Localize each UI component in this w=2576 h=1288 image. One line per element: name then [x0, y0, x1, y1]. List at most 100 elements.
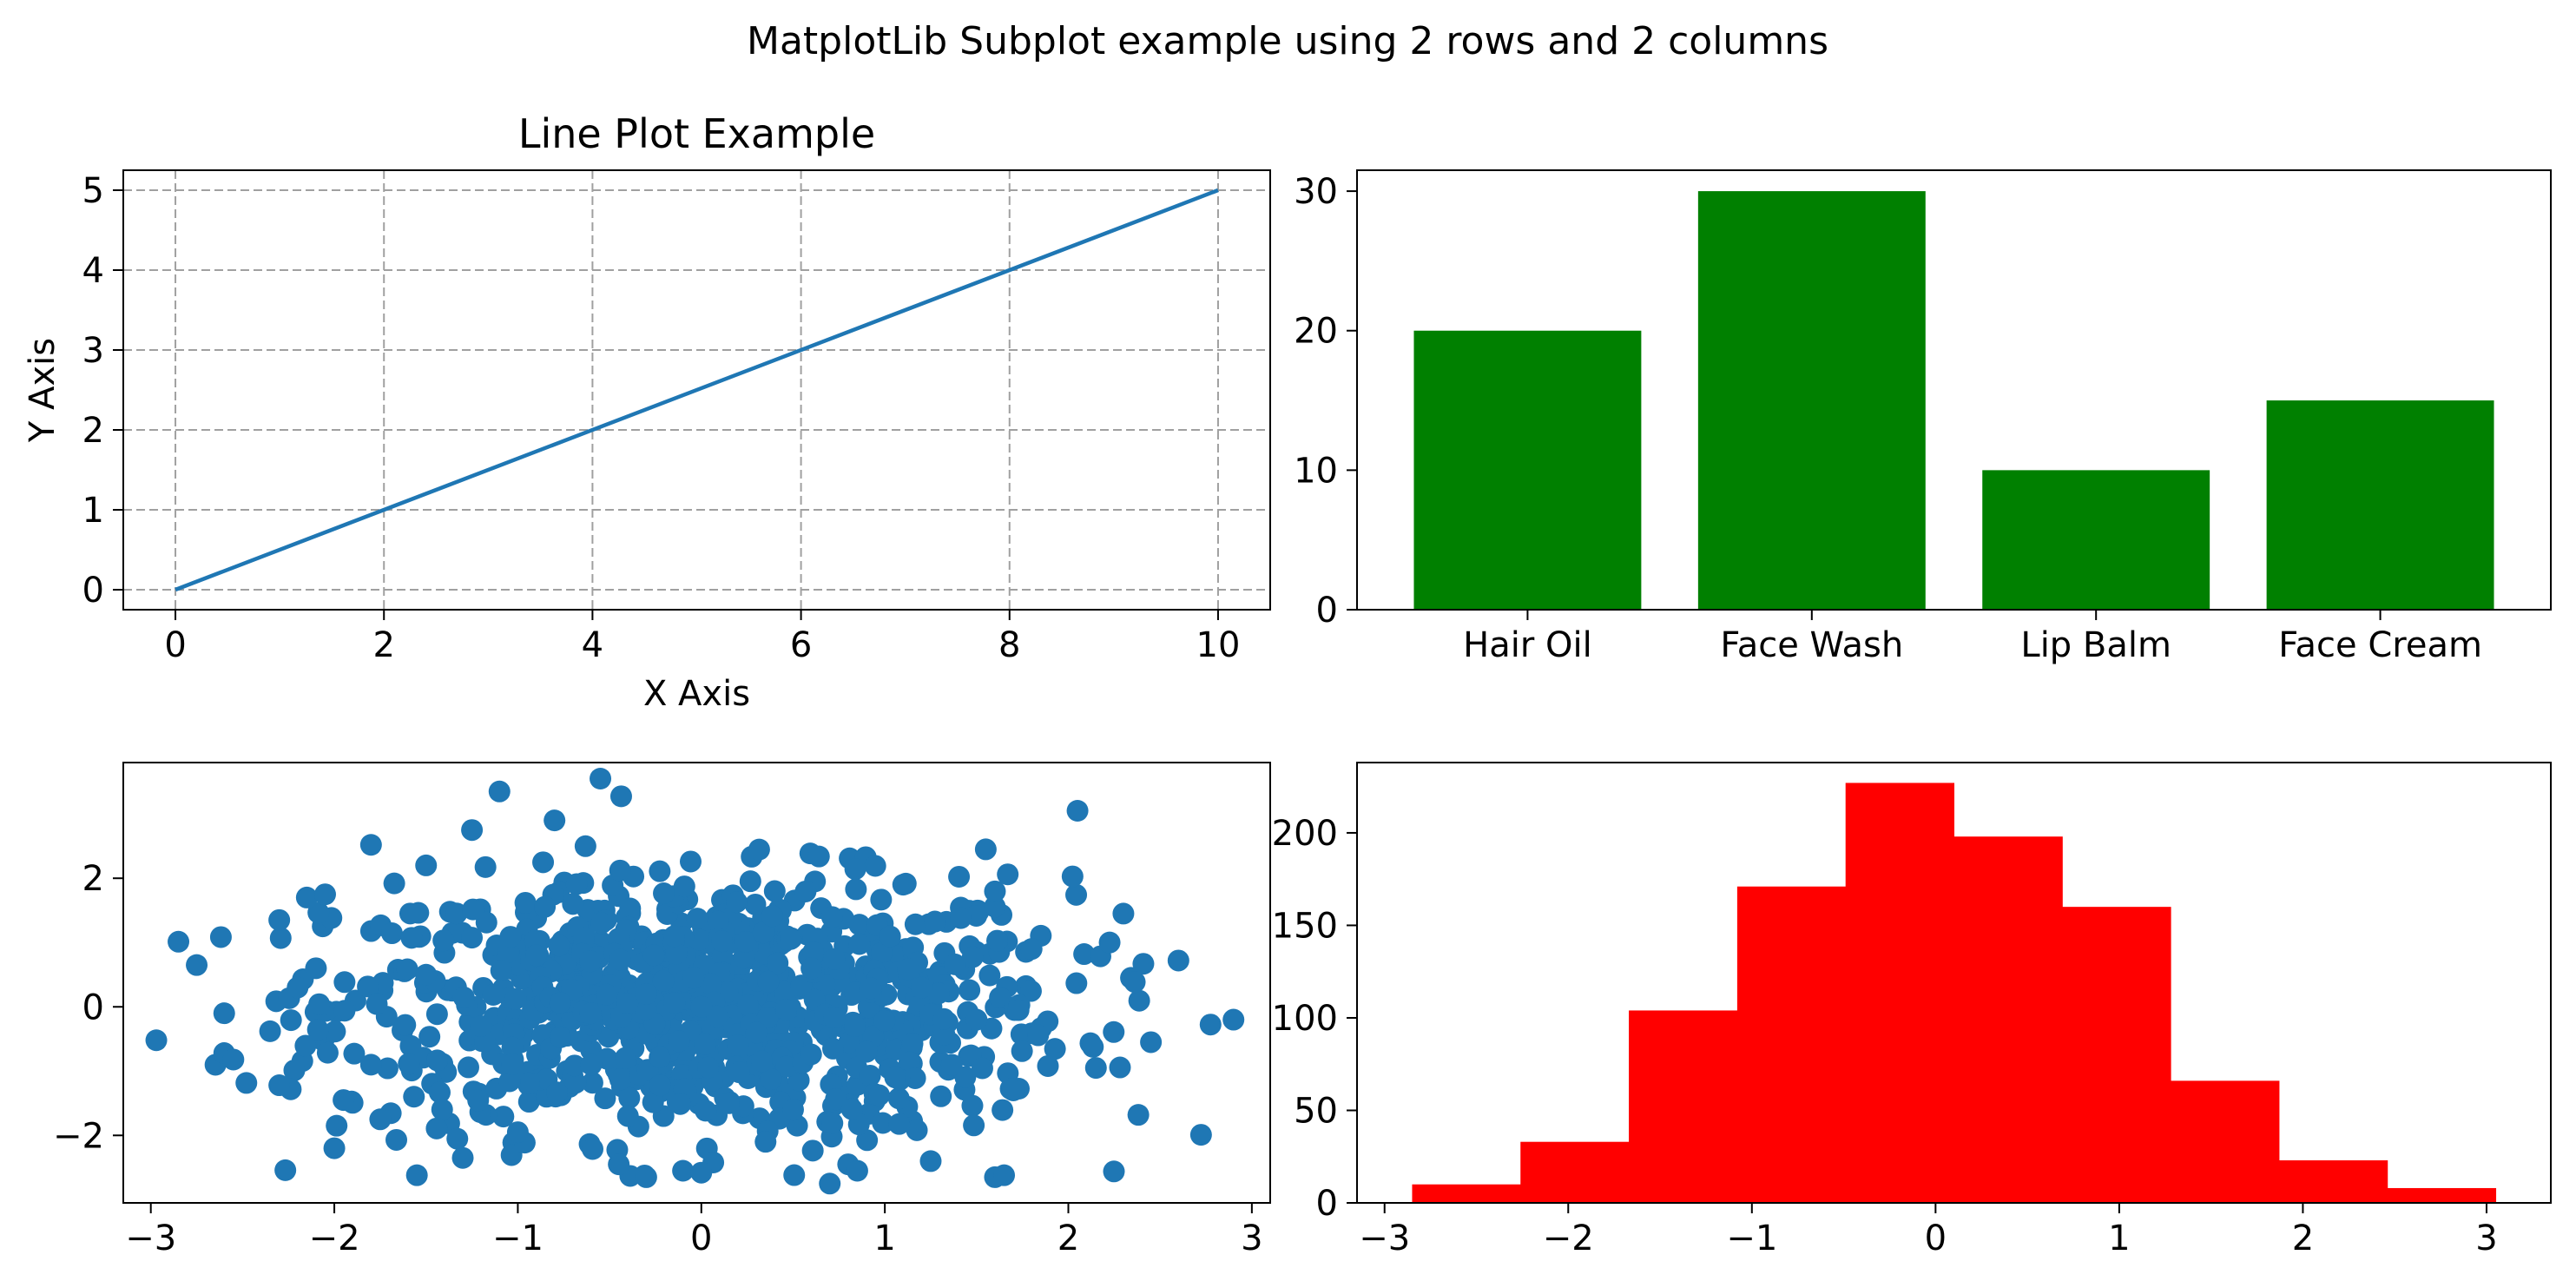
- x-tick-label: 2: [1057, 1219, 1079, 1258]
- histogram-bar: [2062, 907, 2171, 1203]
- scatter-point: [517, 1091, 540, 1113]
- scatter-point: [694, 1033, 716, 1055]
- scatter-point: [1011, 1040, 1033, 1062]
- scatter-point: [394, 1014, 417, 1036]
- scatter-point: [1066, 800, 1089, 822]
- scatter-point: [663, 992, 686, 1014]
- scatter-point: [287, 976, 309, 999]
- y-tick-label: 100: [1272, 999, 1338, 1039]
- scatter-point: [274, 1159, 297, 1181]
- scatter-point: [432, 929, 455, 952]
- scatter-point: [324, 1020, 346, 1043]
- scatter-point: [748, 838, 770, 861]
- scatter-point: [470, 1014, 492, 1037]
- y-tick-label: 2: [82, 859, 104, 899]
- scatter-point: [750, 1050, 773, 1073]
- scatter-point: [326, 1114, 348, 1137]
- scatter-point: [506, 1121, 529, 1144]
- line-plot-panel: 0 2 4 6 8 10 0 1 2 3 4 5 Line Plot Example X Axis Y Ax…: [23, 110, 1271, 714]
- scatter-point: [608, 1153, 630, 1176]
- scatter-point: [783, 1164, 806, 1186]
- y-tick-label: 20: [1294, 312, 1338, 352]
- scatter-point: [679, 850, 702, 873]
- scatter-point: [499, 926, 522, 948]
- axes-frame: [122, 762, 1271, 1204]
- scatter-point: [549, 1026, 571, 1048]
- scatter-point: [930, 1085, 952, 1107]
- scatter-point: [425, 1003, 448, 1026]
- scatter-point: [906, 1119, 928, 1141]
- histogram-bar: [2171, 1080, 2280, 1203]
- scatter-point: [781, 1099, 804, 1121]
- scatter-point: [574, 835, 596, 857]
- scatter-point: [619, 897, 642, 920]
- scatter-point: [887, 1087, 910, 1110]
- x-tick-label: −1: [1726, 1219, 1777, 1258]
- scatter-point: [1103, 1020, 1125, 1043]
- scatter-point: [213, 1002, 235, 1025]
- scatter-point: [596, 983, 618, 1006]
- scatter-point: [984, 895, 1006, 918]
- scatter-point: [932, 1007, 955, 1030]
- x-tick-label: 2: [373, 625, 395, 665]
- scatter-point: [333, 1000, 356, 1022]
- x-tick-label: Lip Balm: [2020, 625, 2171, 665]
- x-tick-label: Face Cream: [2278, 625, 2482, 665]
- y-axis-label: Y Axis: [23, 338, 63, 443]
- histogram-bar: [1953, 836, 2063, 1203]
- scatter-point: [514, 891, 537, 914]
- scatter-point: [1112, 902, 1135, 925]
- scatter-point: [268, 1074, 291, 1097]
- scatter-point: [1082, 1035, 1104, 1058]
- scatter-point: [807, 845, 830, 868]
- x-tick-label: Hair Oil: [1463, 625, 1592, 665]
- y-tick-label: 150: [1272, 906, 1338, 946]
- scatter-point: [965, 1008, 988, 1031]
- scatter-point: [609, 785, 632, 808]
- scatter-point: [697, 1056, 720, 1079]
- scatter-point: [498, 1070, 521, 1093]
- scatter-point: [369, 1108, 392, 1131]
- line-plot-title: Line Plot Example: [518, 110, 875, 157]
- scatter-point: [457, 1056, 479, 1079]
- scatter-point: [756, 1006, 779, 1028]
- scatter-point: [616, 992, 639, 1014]
- scatter-point: [428, 1081, 451, 1104]
- scatter-point: [974, 838, 997, 861]
- scatter-point: [1222, 1008, 1245, 1031]
- scatter-point: [690, 1161, 713, 1184]
- scatter-point: [415, 854, 438, 876]
- scatter-point: [534, 895, 557, 918]
- scatter-point: [549, 992, 571, 1014]
- axes-frame: [1356, 762, 2552, 1204]
- scatter-point: [948, 865, 971, 888]
- scatter-point: [609, 859, 631, 882]
- scatter-point: [642, 944, 665, 967]
- scatter-point: [884, 1067, 906, 1089]
- scatter-point: [425, 1117, 448, 1139]
- scatter-point: [1065, 972, 1088, 994]
- scatter-point: [885, 1038, 907, 1060]
- x-tick-label: 3: [2475, 1219, 2497, 1258]
- scatter-point: [474, 855, 497, 878]
- scatter-point: [579, 950, 602, 973]
- scatter-point: [446, 1127, 469, 1150]
- y-tick-label: −2: [53, 1116, 104, 1156]
- bar: [1982, 470, 2210, 610]
- scatter-point: [616, 1105, 639, 1127]
- scatter-point: [635, 998, 657, 1020]
- scatter-point: [739, 870, 761, 893]
- scatter-point: [564, 1072, 587, 1094]
- scatter-point: [1189, 1124, 1212, 1146]
- scatter-point: [649, 1046, 671, 1068]
- scatter-point: [316, 1041, 339, 1064]
- scatter-point: [594, 1087, 616, 1110]
- scatter-point: [295, 886, 318, 908]
- scatter-point: [780, 928, 802, 950]
- y-tick-label: 10: [1294, 451, 1338, 491]
- scatter-point: [548, 935, 570, 957]
- x-tick-label: −3: [1359, 1219, 1410, 1258]
- y-tick-label: 30: [1294, 172, 1338, 212]
- scatter-point: [873, 1009, 896, 1032]
- scatter-point: [1128, 989, 1150, 1012]
